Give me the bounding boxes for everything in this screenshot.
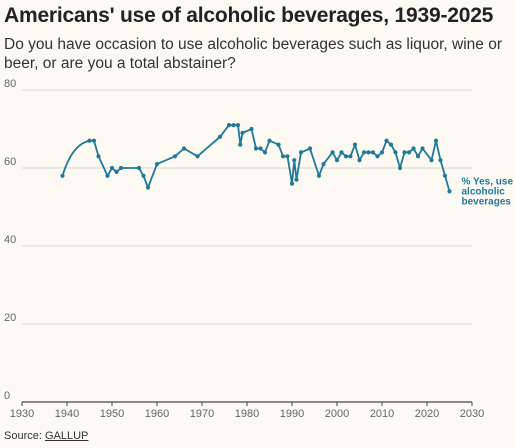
y-tick-label: 20 <box>4 312 16 324</box>
series-label: beverages <box>462 196 512 207</box>
data-point <box>91 138 97 143</box>
data-point <box>235 123 241 128</box>
data-point <box>298 150 304 155</box>
y-tick-label: 40 <box>4 234 16 246</box>
data-point <box>136 165 142 171</box>
data-point <box>60 173 65 178</box>
data-point <box>366 150 371 155</box>
data-point <box>267 138 272 143</box>
data-point <box>195 154 200 159</box>
data-point <box>447 189 452 194</box>
data-point <box>433 138 439 143</box>
series-line <box>61 124 451 192</box>
data-point <box>217 134 223 139</box>
data-point <box>114 169 119 174</box>
data-point <box>141 173 146 178</box>
data-point <box>262 150 268 155</box>
data-point <box>352 142 358 147</box>
data-point <box>415 154 421 159</box>
data-point <box>411 146 416 151</box>
data-point <box>429 158 434 163</box>
data-point <box>442 173 448 178</box>
x-tick-label: 1960 <box>145 408 169 420</box>
y-tick-label: 60 <box>4 156 16 168</box>
data-point <box>438 158 443 163</box>
series-label: % Yes, use <box>462 176 514 187</box>
x-tick-label: 1930 <box>10 408 34 420</box>
data-point <box>240 130 245 135</box>
data-point <box>105 173 110 178</box>
data-point <box>118 165 124 171</box>
x-tick-label: 1970 <box>190 408 214 420</box>
data-point <box>361 150 367 155</box>
data-point <box>393 150 398 155</box>
data-point <box>343 154 349 159</box>
data-point <box>294 177 299 182</box>
data-point <box>420 146 425 151</box>
source-link[interactable]: GALLUP <box>44 430 89 442</box>
data-point <box>231 123 236 128</box>
data-point <box>154 162 160 167</box>
data-point <box>406 150 412 155</box>
data-point <box>388 142 394 147</box>
data-point <box>334 158 340 163</box>
data-point <box>96 154 101 159</box>
data-point <box>384 138 389 143</box>
data-point <box>292 158 297 163</box>
chart-title: Americans' use of alcoholic beverages, 1… <box>4 4 494 27</box>
x-tick-label: 1940 <box>55 408 79 420</box>
data-point <box>249 126 254 132</box>
x-tick-label: 2000 <box>325 408 349 420</box>
source-note: Source: GALLUP <box>4 430 88 442</box>
y-tick-label: 0 <box>4 390 10 402</box>
chart-subtitle: Do you have occasion to use alcoholic be… <box>4 36 503 72</box>
x-tick-label: 2020 <box>415 408 439 420</box>
data-point <box>402 150 407 155</box>
data-point <box>321 162 326 167</box>
data-point <box>379 150 385 155</box>
gridlines <box>22 89 472 325</box>
data-point <box>289 181 295 186</box>
axes: 0 20 40 60 80 1930 1940 1950 1960 1970 1980 1990 200… <box>4 78 484 420</box>
source-prefix: Source: <box>4 430 45 442</box>
x-tick-label: 2010 <box>370 408 394 420</box>
data-point <box>87 138 92 143</box>
data-point <box>357 158 362 163</box>
data-point <box>109 165 115 171</box>
x-tick-label: 2030 <box>460 408 484 420</box>
data-point <box>285 154 290 159</box>
data-point <box>280 154 286 159</box>
data-point <box>258 146 263 151</box>
data-point <box>397 165 403 171</box>
series-layer <box>60 123 452 194</box>
data-point <box>370 150 376 155</box>
data-point <box>316 173 322 178</box>
data-point <box>181 146 187 151</box>
x-tick-label: 1980 <box>235 408 259 420</box>
data-point <box>172 154 178 159</box>
data-point <box>238 142 243 147</box>
x-tick-label: 1990 <box>280 408 304 420</box>
x-tick-label: 1950 <box>100 408 124 420</box>
data-point <box>307 146 313 151</box>
data-point <box>348 154 353 159</box>
data-point <box>226 123 232 128</box>
data-point <box>339 150 344 155</box>
data-point <box>375 154 380 159</box>
y-tick-label: 80 <box>4 78 16 90</box>
data-point <box>330 150 335 155</box>
series-label: alcoholic <box>462 186 506 197</box>
data-point <box>145 185 151 190</box>
data-point <box>276 142 281 147</box>
data-point <box>253 146 259 151</box>
